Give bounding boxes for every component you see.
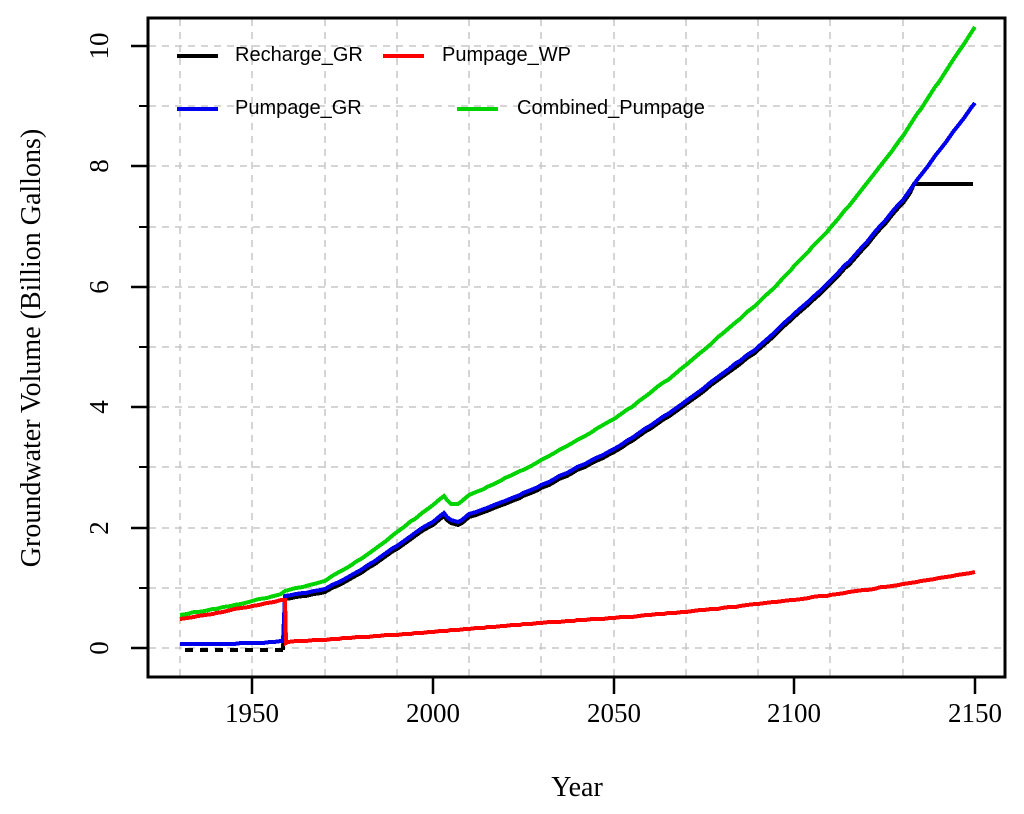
series-line-pumpage-wp [179, 570, 976, 647]
x-tick-label: 2150 [948, 698, 1002, 728]
legend-label-pumpage-gr: Pumpage_GR [235, 97, 362, 119]
legend-swatch-combined-pumpage [457, 107, 498, 111]
x-tick-label: 2050 [587, 698, 641, 728]
y-tick-label: 4 [84, 400, 114, 414]
y-tick-label: 6 [84, 280, 114, 294]
x-axis-title: Year [551, 772, 603, 803]
x-tick-label: 1950 [225, 698, 279, 728]
y-tick-label: 2 [84, 521, 114, 535]
x-tick-label: 2100 [767, 698, 821, 728]
legend-swatch-pumpage-gr [177, 107, 218, 111]
legend-label-combined-pumpage: Combined_Pumpage [517, 97, 705, 119]
legend-label-recharge-gr: Recharge_GR [235, 44, 363, 66]
x-tick-label: 2000 [406, 698, 460, 728]
series-line-pumpage-gr [180, 101, 977, 646]
series-line-recharge-gr [281, 182, 973, 651]
y-axis-title: Groundwater Volume (Billion Gallons) [16, 128, 47, 568]
y-tick-label: 0 [84, 641, 114, 655]
series-line-combined-pumpage [179, 25, 977, 617]
y-tick-label: 10 [84, 33, 114, 60]
legend-swatch-recharge-gr [177, 54, 218, 58]
legend-swatch-pumpage-wp [383, 54, 424, 58]
legend-label-pumpage-wp: Pumpage_WP [442, 44, 571, 66]
y-tick-label: 8 [84, 159, 114, 173]
